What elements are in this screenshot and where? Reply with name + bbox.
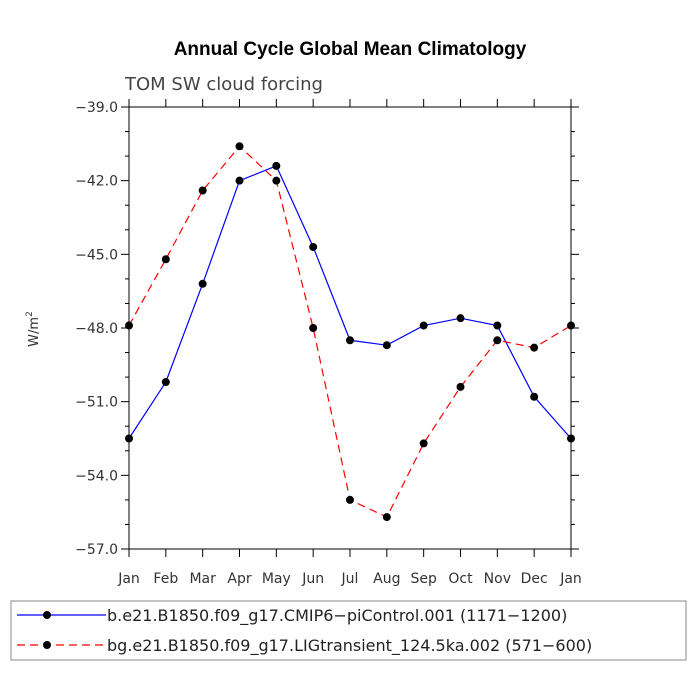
x-tick-label: May [262,571,291,587]
x-tick-label: Jun [301,571,324,587]
x-tick-label: Jan [117,571,140,587]
series-2-point [235,142,244,151]
y-tick-label: −48.0 [75,321,118,337]
y-axis-label: W/m2 [25,311,42,347]
x-tick-label: Dec [521,571,548,587]
series-1-point [235,176,244,185]
series-1-point [419,321,428,330]
chart-subtitle: TOM SW cloud forcing [124,74,323,95]
series-2-point [382,513,391,522]
y-tick-label: −57.0 [75,542,118,558]
series-1-point [309,242,318,251]
legend: b.e21.B1850.f09_g17.CMIP6−piControl.001 … [10,600,687,661]
y-axis-label-superscript: 2 [25,311,35,317]
svg-text:W/m2: W/m2 [25,311,42,347]
y-axis-label-text: W/m [27,317,42,347]
series-line-2 [128,145,572,518]
series-2-point [309,324,318,332]
series-2-point [125,321,133,330]
x-tick-label: Jul [341,571,359,587]
series-1-point [530,392,539,401]
series-1-point [161,378,170,387]
series-2-point [419,439,428,448]
series-2-point [456,382,465,391]
series-1-point [198,279,207,288]
x-tick-label: Oct [448,571,473,587]
axes: −39.0 −42.0 −45.0 −48.0 −51.0 −54.0 −57.0 Jan Fe… [75,99,582,587]
y-tick-label: −39.0 [75,100,118,116]
x-tick-label: Aug [373,571,400,587]
y-tick-label: −45.0 [75,247,118,263]
x-tick-label: Mar [189,571,216,587]
series-1-point [382,341,391,350]
legend-label-2: bg.e21.B1850.f09_g17.LIGtransient_124.5k… [107,636,592,656]
y-tick-label: −54.0 [75,468,118,484]
series-2-point [493,336,502,345]
legend-marker-1 [43,611,51,619]
series-1-point [346,336,354,345]
legend-box [10,600,687,661]
x-tick-label: Apr [227,571,251,587]
plot-frame [128,106,572,550]
series-1-point [125,434,133,443]
legend-label-1: b.e21.B1850.f09_g17.CMIP6−piControl.001 … [107,606,567,626]
series-1-point [456,314,465,323]
series-1-point [272,161,281,170]
legend-marker-2 [43,641,51,649]
series-2-point [530,343,539,352]
series-2-point [198,186,207,195]
x-tick-label: Jan [559,571,582,587]
series-2-point [346,495,354,504]
series-2-point [567,321,575,330]
y-tick-label: −51.0 [75,395,118,411]
series-2-point [272,176,281,185]
series-1-point [493,321,502,330]
series-line-1 [128,165,572,439]
y-tick-label: −42.0 [75,174,118,190]
x-tick-label: Feb [153,571,178,587]
series-1-point [567,434,575,443]
x-tick-label: Nov [484,571,511,587]
series-layer [125,142,575,522]
series-2-point [161,255,170,264]
x-tick-label: Sep [410,571,437,587]
chart-title: Annual Cycle Global Mean Climatology [174,39,527,60]
